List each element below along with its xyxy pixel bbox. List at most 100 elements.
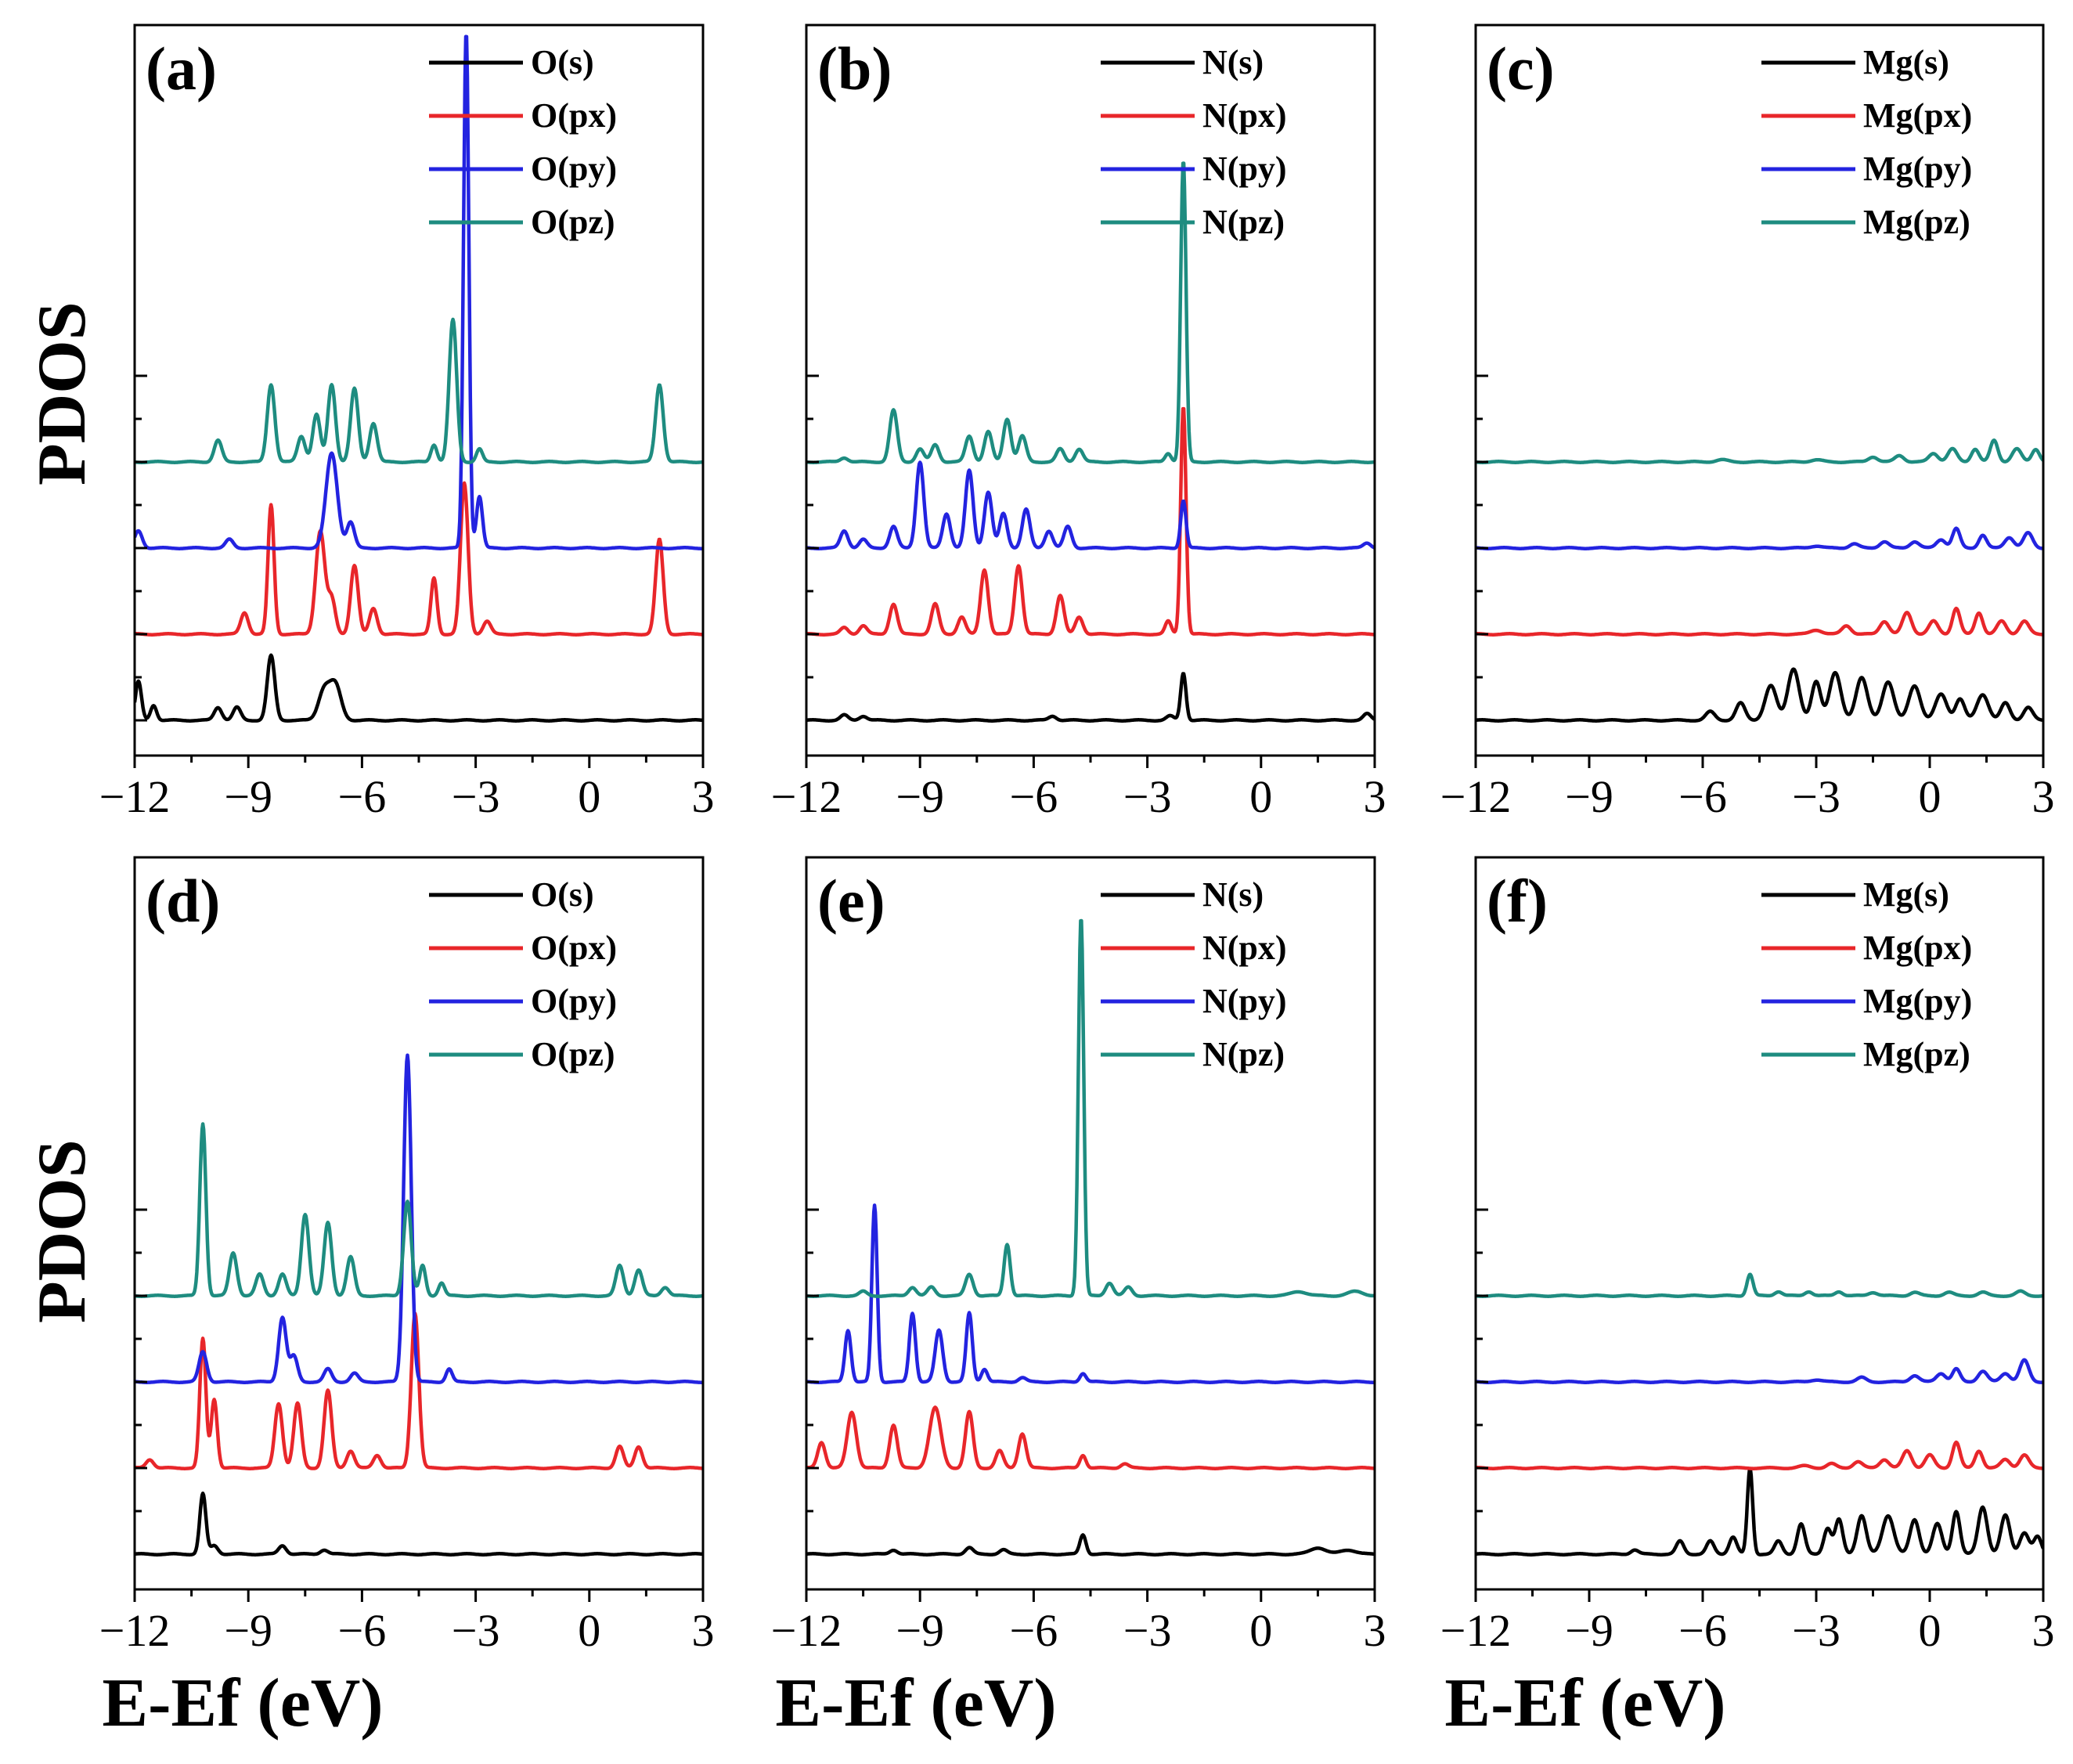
series-line-O(pz) xyxy=(135,1122,703,1298)
legend-label: O(px) xyxy=(531,96,617,135)
series-line-Mg(s) xyxy=(1476,667,2043,723)
plot-frame xyxy=(805,856,1376,1591)
y-axis-label-top: PDOS xyxy=(24,301,100,485)
curves xyxy=(1476,1272,2043,1557)
x-tick-label: −6 xyxy=(1010,1605,1058,1656)
panel-label: (d) xyxy=(146,867,220,935)
x-tick-label: −12 xyxy=(771,771,842,822)
legend-label: O(s) xyxy=(531,43,594,81)
x-tick-label: 3 xyxy=(1364,771,1386,822)
x-tick-label: 3 xyxy=(1364,1605,1386,1656)
series-line-O(s) xyxy=(135,653,703,723)
panel-label: (f) xyxy=(1487,867,1548,935)
x-tick-label: −3 xyxy=(452,771,500,822)
series-line-Mg(py) xyxy=(1476,1358,2043,1384)
legend-label: Mg(py) xyxy=(1863,150,1972,188)
x-tick-label: 0 xyxy=(1919,1605,1941,1656)
series-line-Mg(px) xyxy=(1476,1440,2043,1470)
panel-a: −12 −9 −6 −3 0 3 (a) O(s) O(px) O(py) O(pz) xyxy=(99,23,715,822)
legend-label: N(pz) xyxy=(1202,203,1285,241)
x-axis-label-a: E-Ef (eV) xyxy=(102,1665,384,1741)
series-line-N(py) xyxy=(806,1203,1375,1384)
panel-c: −12 −9 −6 −3 0 3 (c) Mg(s) Mg(px) Mg(py) Mg(pz) xyxy=(1440,23,2055,822)
series-line-Mg(py) xyxy=(1476,526,2043,550)
curves xyxy=(135,34,703,723)
legend-label: Mg(py) xyxy=(1863,982,1972,1020)
x-tick-label: −12 xyxy=(1440,771,1512,822)
series-line-Mg(px) xyxy=(1476,606,2043,637)
legend-label: O(pz) xyxy=(531,1035,615,1073)
legend-label: N(py) xyxy=(1202,982,1287,1020)
plot-frame xyxy=(133,23,705,757)
panel-label: (a) xyxy=(146,34,217,103)
x-tick-label: −6 xyxy=(1678,1605,1727,1656)
series-line-N(pz) xyxy=(806,161,1375,464)
x-tick-label: 3 xyxy=(2032,1605,2055,1656)
x-tick-label: −12 xyxy=(99,1605,171,1656)
legend-label: N(s) xyxy=(1202,43,1264,81)
panel-label: (b) xyxy=(817,34,892,103)
legend-label: N(px) xyxy=(1202,929,1287,967)
series-line-N(px) xyxy=(806,1405,1375,1470)
series-line-Mg(pz) xyxy=(1476,438,2043,464)
y-axis-label-bottom: PDOS xyxy=(24,1139,100,1323)
legend-label: O(py) xyxy=(531,982,617,1020)
legend-label: Mg(px) xyxy=(1863,96,1972,135)
x-tick-label: −9 xyxy=(1565,771,1613,822)
series-line-N(px) xyxy=(806,406,1375,637)
x-tick-label: 0 xyxy=(1919,771,1941,822)
x-tick-label: −3 xyxy=(452,1605,500,1656)
x-tick-label: −12 xyxy=(771,1605,842,1656)
x-tick-label: −12 xyxy=(99,771,171,822)
x-tick-label: −9 xyxy=(896,771,944,822)
x-tick-label: 0 xyxy=(578,1605,600,1656)
panel-label: (c) xyxy=(1487,34,1555,103)
legend-label: O(s) xyxy=(531,875,594,914)
panel-label: (e) xyxy=(817,867,885,935)
x-tick-label: −3 xyxy=(1123,1605,1172,1656)
x-tick-label: −12 xyxy=(1440,1605,1512,1656)
plot-frame xyxy=(133,856,705,1591)
x-tick-label: 0 xyxy=(1249,1605,1272,1656)
legend-label: O(px) xyxy=(531,929,617,967)
panel-d: −12 −9 −6 −3 0 3 (d) O(s) O(px) O(py) O(pz) xyxy=(99,856,715,1656)
series-line-O(s) xyxy=(135,1492,703,1557)
x-tick-label: −9 xyxy=(1565,1605,1613,1656)
x-tick-label: 0 xyxy=(578,771,600,822)
series-line-N(s) xyxy=(806,672,1375,723)
x-tick-label: −9 xyxy=(224,771,272,822)
x-tick-label: −3 xyxy=(1792,1605,1840,1656)
series-line-O(px) xyxy=(135,481,703,637)
x-axis-label-c: E-Ef (eV) xyxy=(1444,1665,1726,1741)
series-line-O(pz) xyxy=(135,317,703,464)
legend-label: N(pz) xyxy=(1202,1035,1285,1073)
x-tick-label: 3 xyxy=(2032,771,2055,822)
series-line-N(py) xyxy=(806,460,1375,550)
curves xyxy=(135,1053,703,1557)
panel-e: −12 −9 −6 −3 0 3 (e) N(s) N(px) N(py) N(pz) xyxy=(771,856,1386,1656)
legend-label: N(px) xyxy=(1202,96,1287,135)
x-tick-label: −9 xyxy=(224,1605,272,1656)
series-line-N(s) xyxy=(806,1533,1375,1557)
series-line-O(py) xyxy=(135,34,703,550)
x-tick-label: −6 xyxy=(1678,771,1727,822)
series-line-O(px) xyxy=(135,1311,703,1470)
series-line-N(pz) xyxy=(806,918,1375,1298)
x-tick-label: 3 xyxy=(692,771,715,822)
plot-frame xyxy=(1474,856,2045,1591)
x-tick-label: 0 xyxy=(1249,771,1272,822)
series-line-O(py) xyxy=(135,1053,703,1384)
legend-label: Mg(s) xyxy=(1863,43,1949,81)
x-axis-label-b: E-Ef (eV) xyxy=(775,1665,1057,1741)
legend-label: Mg(pz) xyxy=(1863,1035,1970,1073)
panel-f: −12 −9 −6 −3 0 3 (f) Mg(s) Mg(px) Mg(py) Mg(pz) xyxy=(1440,856,2055,1656)
legend-label: O(py) xyxy=(531,150,617,188)
legend-label: N(s) xyxy=(1202,875,1264,914)
plot-frame xyxy=(805,23,1376,757)
panel-b: −12 −9 −6 −3 0 3 (b) N(s) N(px) N(py) N(pz) xyxy=(771,23,1386,822)
x-tick-label: −9 xyxy=(896,1605,944,1656)
legend-label: Mg(s) xyxy=(1863,875,1949,914)
legend-label: O(pz) xyxy=(531,203,615,241)
